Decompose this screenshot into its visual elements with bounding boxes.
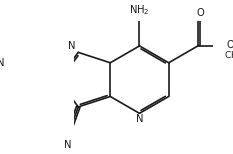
Text: NH$_2$: NH$_2$: [129, 3, 150, 17]
Text: CH$_3$: CH$_3$: [224, 50, 233, 62]
Text: O: O: [227, 40, 233, 50]
Text: N: N: [0, 58, 4, 68]
Text: O: O: [197, 8, 204, 18]
Text: N: N: [136, 114, 143, 124]
Text: N: N: [69, 41, 76, 51]
Text: N: N: [64, 140, 71, 150]
